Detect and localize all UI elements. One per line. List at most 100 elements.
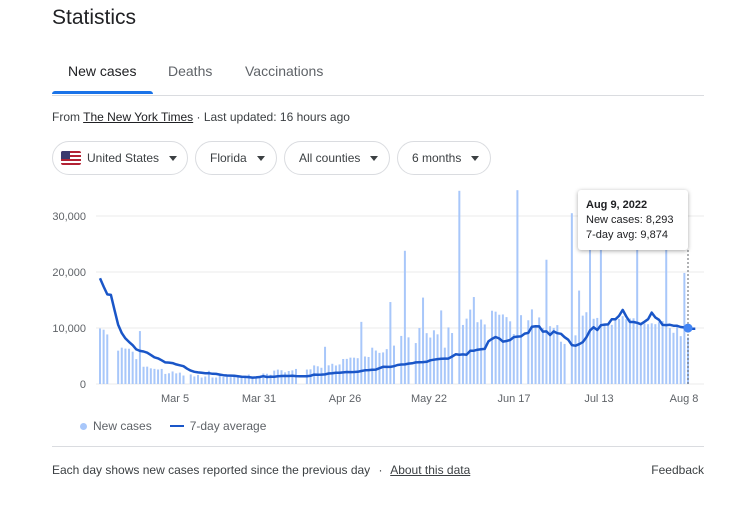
new-cases-bar (538, 317, 541, 384)
new-cases-bar (650, 323, 653, 384)
hover-marker-dot (683, 323, 693, 333)
new-cases-bar (657, 322, 660, 384)
new-cases-bar (592, 318, 595, 384)
x-tick-label: Jun 17 (497, 393, 530, 405)
seven-day-average-line (98, 277, 696, 379)
y-tick-label: 10,000 (52, 323, 86, 335)
x-tick-label: May 22 (411, 393, 447, 405)
new-cases-bar (614, 318, 617, 384)
new-cases-bar (628, 318, 631, 384)
caret-down-icon (370, 155, 379, 161)
cases-chart[interactable]: 0 10,000 20,000 30,000 Mar 5 Mar 31 Apr 26 May… (0, 180, 738, 410)
new-cases-bar (574, 335, 577, 384)
legend-new-cases: New cases (93, 419, 152, 433)
new-cases-bar (324, 346, 327, 384)
new-cases-bar (287, 371, 290, 384)
about-data-link[interactable]: About this data (390, 463, 471, 477)
new-cases-bar (128, 348, 131, 384)
new-cases-bar (382, 352, 385, 384)
new-cases-bar (559, 341, 562, 384)
county-dropdown[interactable]: All counties (284, 141, 390, 175)
new-cases-bar (556, 325, 559, 384)
new-cases-bar (505, 317, 508, 384)
new-cases-bar (284, 372, 287, 384)
new-cases-bar (516, 190, 519, 384)
state-dropdown-label: Florida (210, 151, 247, 165)
new-cases-bar (418, 328, 421, 384)
legend-7day-average: 7-day average (189, 419, 267, 433)
footer-separator: · (378, 463, 383, 477)
new-cases-bar (618, 319, 621, 384)
new-cases-bar (672, 332, 675, 384)
new-cases-bar (603, 324, 606, 384)
new-cases-bar (218, 375, 221, 384)
new-cases-bar (639, 324, 642, 384)
new-cases-bar (541, 327, 544, 384)
new-cases-bar (229, 377, 232, 384)
new-cases-bar (480, 319, 483, 384)
tooltip-avg: 7-day avg: 9,874 (586, 229, 668, 241)
country-dropdown-label: United States (87, 151, 160, 165)
new-cases-bar (240, 377, 243, 384)
new-cases-bar (338, 364, 341, 384)
state-dropdown[interactable]: Florida (195, 141, 277, 175)
new-cases-bar (207, 370, 210, 384)
last-updated: · Last updated: 16 hours ago (193, 110, 350, 124)
chart-tooltip: Aug 9, 2022 New cases: 8,293 7-day avg: … (578, 190, 688, 250)
new-cases-bar (440, 310, 443, 384)
new-cases-bar (443, 347, 446, 384)
x-tick-label: Apr 26 (329, 393, 361, 405)
new-cases-bar (99, 328, 101, 384)
caret-down-icon (471, 155, 480, 161)
new-cases-bar (432, 330, 435, 384)
new-cases-bar (142, 366, 145, 384)
new-cases-bar (607, 324, 610, 384)
new-cases-bar (552, 327, 555, 384)
country-dropdown[interactable]: United States (52, 141, 188, 175)
new-cases-bar (545, 259, 548, 384)
new-cases-bar (204, 376, 207, 384)
new-cases-bar (621, 316, 624, 384)
new-cases-bar (476, 322, 479, 384)
new-cases-bar (549, 326, 552, 384)
new-cases-bar (360, 321, 363, 384)
new-cases-bar (167, 373, 170, 384)
new-cases-bar (400, 335, 403, 384)
new-cases-bar (374, 350, 377, 384)
new-cases-bar (178, 372, 181, 384)
footer-note: Each day shows new cases reported since … (52, 463, 470, 477)
new-cases-bar (182, 375, 185, 384)
new-cases-bar (258, 376, 261, 384)
new-cases-bar (320, 367, 323, 384)
x-tick-label: Jul 13 (584, 393, 613, 405)
new-cases-bar (668, 328, 671, 384)
caret-down-icon (256, 155, 265, 161)
source-link[interactable]: The New York Times (83, 110, 194, 124)
tab-bar: New cases Deaths Vaccinations (52, 54, 704, 96)
new-cases-bar (149, 368, 152, 384)
new-cases-bar (472, 297, 475, 384)
feedback-link[interactable]: Feedback (651, 463, 704, 477)
new-cases-bar (193, 376, 196, 384)
new-cases-bar (160, 368, 163, 384)
tab-deaths[interactable]: Deaths (168, 63, 213, 79)
tab-vaccinations[interactable]: Vaccinations (245, 63, 324, 79)
new-cases-bar (501, 314, 504, 384)
new-cases-bar (393, 345, 395, 384)
range-dropdown[interactable]: 6 months (397, 141, 491, 175)
x-tick-label: Mar 5 (161, 393, 189, 405)
new-cases-bar (226, 376, 229, 384)
new-cases-bar (520, 315, 523, 384)
y-tick-label: 0 (80, 379, 86, 391)
tab-new-cases[interactable]: New cases (68, 63, 137, 79)
new-cases-bar (534, 325, 537, 384)
new-cases-bar (389, 302, 392, 384)
x-tick-label: Mar 31 (242, 393, 276, 405)
new-cases-bar (236, 377, 239, 384)
new-cases-bar (447, 327, 450, 384)
new-cases-bar (654, 324, 657, 384)
new-cases-bar (425, 333, 428, 384)
new-cases-bar (578, 290, 581, 384)
new-cases-bar (491, 310, 493, 384)
new-cases-bar (458, 190, 461, 384)
